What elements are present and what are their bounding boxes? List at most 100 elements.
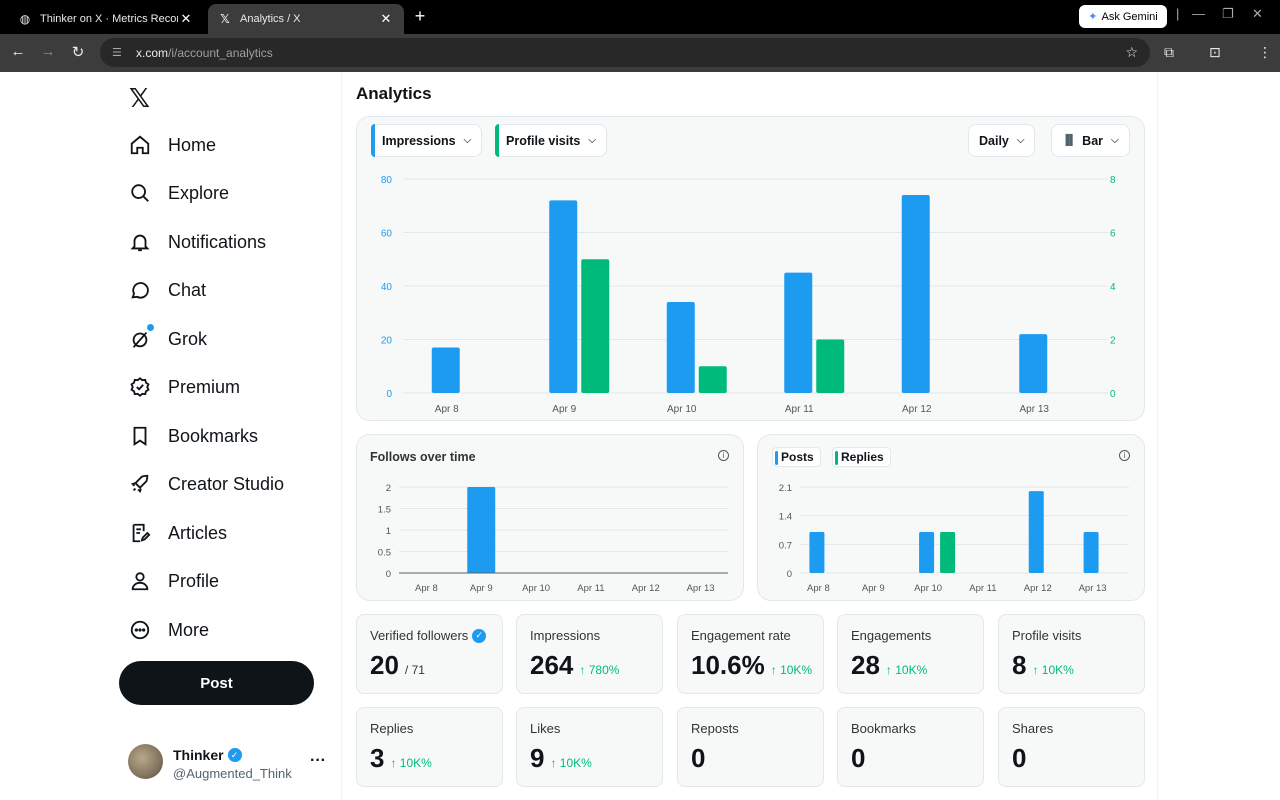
- site-settings-icon[interactable]: ☰: [112, 47, 122, 59]
- chart-type-dropdown[interactable]: ▐▌ Bar ⌵: [1051, 124, 1130, 157]
- bar-impressions: [901, 195, 930, 393]
- stat-label-text: Reposts: [691, 721, 739, 736]
- bookmark-icon: [128, 424, 152, 448]
- stat-card-replies[interactable]: Replies 3 ↑ 10K%: [356, 707, 503, 787]
- stat-card-verified-followers[interactable]: Verified followers ✓ 20 / 71: [356, 614, 503, 694]
- stat-card-bookmarks[interactable]: Bookmarks 0: [837, 707, 984, 787]
- stat-value: 264: [530, 650, 574, 680]
- x-tick-label: Apr 10: [667, 404, 697, 415]
- stat-label-text: Impressions: [530, 628, 601, 643]
- sidebar-item-grok[interactable]: Grok: [128, 319, 207, 359]
- close-icon[interactable]: ✕: [380, 11, 392, 26]
- info-icon[interactable]: i: [1119, 450, 1130, 461]
- stat-label-text: Replies: [370, 721, 414, 736]
- bar-posts: [1083, 532, 1099, 573]
- stat-card-reposts[interactable]: Reposts 0: [677, 707, 824, 787]
- gemini-spark-icon: ✦: [1088, 11, 1098, 23]
- bar-profile-visits: [698, 366, 727, 393]
- bar-impressions: [666, 302, 695, 393]
- y-tick: 1.5: [378, 505, 391, 516]
- x-tick-label: Apr 11: [785, 404, 814, 415]
- ask-gemini-label: Ask Gemini: [1101, 10, 1158, 23]
- legend-label: Replies: [841, 450, 884, 464]
- info-icon[interactable]: i: [718, 450, 729, 461]
- y-tick-left: 0: [386, 389, 392, 400]
- y-tick: 0.5: [378, 548, 391, 559]
- browser-tab-analytics[interactable]: 𝕏 Analytics / X ✕: [208, 4, 404, 34]
- metric1-dropdown[interactable]: Impressions ⌵: [371, 124, 483, 157]
- sidebar-item-chat[interactable]: Chat: [128, 270, 206, 310]
- tab-search-icon[interactable]: ⊡: [1209, 44, 1221, 60]
- home-icon: [128, 133, 152, 157]
- window-close-icon[interactable]: ✕: [1252, 6, 1263, 21]
- y-tick-left: 60: [381, 229, 393, 240]
- reload-icon[interactable]: ↻: [71, 44, 85, 61]
- post-button[interactable]: Post: [119, 661, 314, 705]
- sidebar-item-label: Premium: [168, 376, 241, 397]
- analytics-main: Analytics Impressions ⌵ Profile visits ⌵…: [342, 72, 1158, 800]
- close-icon[interactable]: ✕: [180, 11, 192, 26]
- sidebar-item-profile[interactable]: Profile: [128, 561, 219, 601]
- sidebar-item-premium[interactable]: Premium: [128, 367, 240, 407]
- page-title: Analytics: [356, 84, 432, 103]
- legend-replies[interactable]: Replies: [832, 447, 891, 467]
- stat-label: Verified followers ✓: [370, 628, 487, 643]
- ask-gemini-button[interactable]: ✦ Ask Gemini: [1079, 5, 1167, 28]
- stat-card-profile-visits[interactable]: Profile visits 8 ↑ 10K%: [998, 614, 1145, 694]
- stat-change: ↑ 10K%: [770, 663, 813, 677]
- back-icon[interactable]: ←: [10, 43, 26, 60]
- sidebar-item-label: Grok: [168, 328, 208, 349]
- bar-replies: [940, 532, 956, 573]
- stat-card-engagement-rate[interactable]: Engagement rate 10.6% ↑ 10K%: [677, 614, 824, 694]
- sidebar-item-creator-studio[interactable]: Creator Studio: [128, 464, 284, 504]
- sidebar-item-more[interactable]: More: [128, 610, 209, 650]
- stat-card-impressions[interactable]: Impressions 264 ↑ 780%: [516, 614, 663, 694]
- x-tick-label: Apr 12: [1024, 583, 1052, 594]
- forward-icon[interactable]: →: [40, 43, 56, 60]
- x-tick-label: Apr 12: [632, 583, 660, 594]
- sidebar-item-bookmarks[interactable]: Bookmarks: [128, 416, 258, 456]
- sidebar-item-explore[interactable]: Explore: [128, 173, 229, 213]
- y-tick-left: 20: [381, 336, 393, 347]
- stat-card-engagements[interactable]: Engagements 28 ↑ 10K%: [837, 614, 984, 694]
- minimize-icon[interactable]: —: [1192, 6, 1205, 21]
- stat-label-text: Verified followers: [370, 628, 469, 643]
- menu-icon[interactable]: ⋮: [1258, 44, 1272, 60]
- stat-value-row: 0: [1012, 743, 1026, 774]
- address-bar[interactable]: ☰ x.com/i/account_analytics ☆: [100, 38, 1150, 67]
- follows-title: Follows over time: [370, 450, 476, 464]
- account-switcher[interactable]: Thinker ✓ @Augmented_Think ···: [128, 744, 338, 784]
- bar-posts: [1028, 491, 1044, 573]
- account-name-row: Thinker ✓: [173, 747, 242, 763]
- sidebar-item-label: Explore: [168, 182, 230, 203]
- bar-impressions: [431, 347, 460, 393]
- verified-icon: [128, 375, 152, 399]
- y-tick-right: 2: [1110, 336, 1116, 347]
- stat-value: 10.6%: [691, 650, 765, 680]
- x-tick-label: Apr 8: [807, 583, 830, 594]
- browser-tab-metrics[interactable]: ◍ Thinker on X · Metrics Record · ✕: [8, 4, 204, 34]
- stat-total: / 71: [404, 663, 425, 677]
- period-dropdown[interactable]: Daily ⌵: [968, 124, 1036, 157]
- sidebar-item-label: Articles: [168, 522, 228, 543]
- follows-chart: 0 0.5 1 1.5 2 Apr 8 Apr 9 Apr 10 Apr 11 Apr 12 Apr…: [378, 483, 728, 594]
- sidebar-item-notifications[interactable]: Notifications: [128, 222, 266, 262]
- y-tick: 1: [386, 526, 391, 537]
- stat-card-shares[interactable]: Shares 0: [998, 707, 1145, 787]
- y-tick: 2: [386, 483, 391, 494]
- bookmark-star-icon[interactable]: ☆: [1125, 44, 1138, 60]
- bar-profile-visits: [816, 339, 845, 393]
- legend-posts[interactable]: Posts: [772, 447, 821, 467]
- chevron-down-icon: ⌵: [1111, 135, 1119, 146]
- restore-icon[interactable]: ❐: [1222, 6, 1234, 21]
- stat-change: ↑ 10K%: [390, 756, 432, 770]
- stat-card-likes[interactable]: Likes 9 ↑ 10K%: [516, 707, 663, 787]
- sidebar-item-home[interactable]: Home: [128, 125, 216, 165]
- extensions-icon[interactable]: ⧉: [1164, 44, 1174, 60]
- sidebar-item-articles[interactable]: Articles: [128, 513, 227, 553]
- metric2-dropdown[interactable]: Profile visits ⌵: [495, 124, 607, 157]
- more-options-icon[interactable]: ···: [310, 752, 326, 769]
- x-tick-label: Apr 11: [577, 583, 604, 594]
- x-logo-icon[interactable]: 𝕏: [129, 84, 150, 114]
- new-tab-button[interactable]: +: [414, 6, 426, 26]
